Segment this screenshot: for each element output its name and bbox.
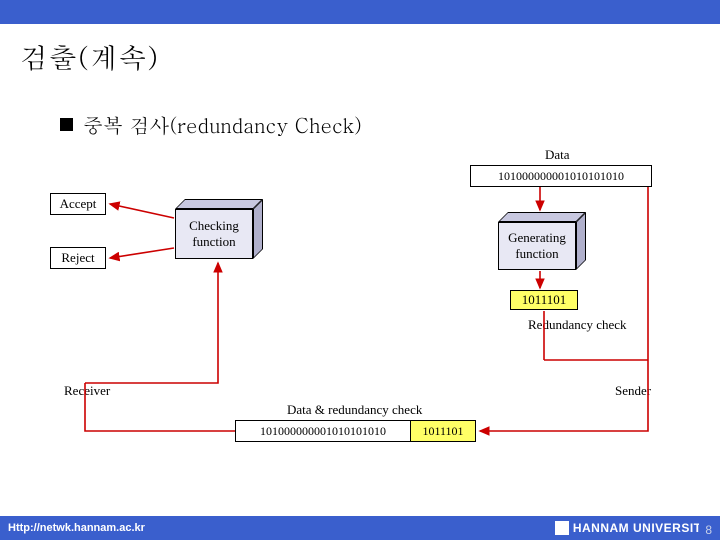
university-logo-icon: [555, 521, 569, 535]
subtitle-row: 중복 검사(redundancy Check): [0, 76, 720, 139]
sender-label: Sender: [615, 383, 651, 399]
footer-url: Http://netwk.hannam.ac.kr: [0, 522, 555, 534]
combined-label: Data & redundancy check: [287, 402, 422, 418]
footer-bar: Http://netwk.hannam.ac.kr HANNAM UNIVERS…: [0, 516, 720, 540]
bullet-icon: [60, 118, 73, 131]
diagram: Data 1010000000010101010​10 Generating f…: [40, 155, 680, 485]
data-label: Data: [545, 147, 570, 163]
slide-title: 검출(계속): [0, 24, 720, 76]
data-bits-box: 1010000000010101010​10: [470, 165, 652, 187]
accept-box: Accept: [50, 193, 106, 215]
redundancy-bits-box: 1011101: [510, 290, 578, 310]
subtitle-text: 중복 검사(redundancy Check): [83, 110, 362, 139]
page-number: 8: [699, 523, 712, 537]
checking-function-label: Checking function: [189, 218, 239, 251]
combined-data-box: 1010000000010101010​10: [235, 420, 410, 442]
receiver-label: Receiver: [64, 383, 110, 399]
footer-university: HANNAM UNIVERSITY: [555, 521, 720, 535]
redundancy-check-label: Redundancy check: [528, 317, 627, 333]
footer-university-text: HANNAM UNIVERSITY: [573, 521, 710, 535]
generating-function-label: Generating function: [508, 230, 566, 263]
combined-redundancy-box: 1011101: [410, 420, 476, 442]
top-bar: [0, 0, 720, 24]
reject-box: Reject: [50, 247, 106, 269]
